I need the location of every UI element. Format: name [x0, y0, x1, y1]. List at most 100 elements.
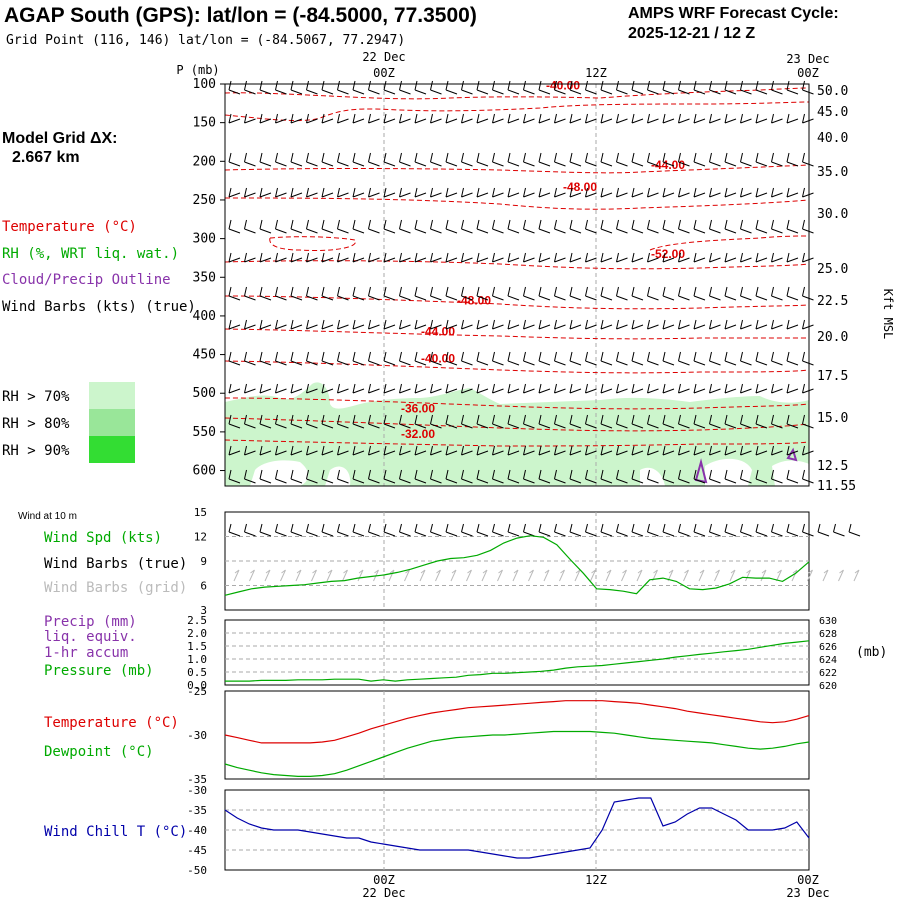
- sfc-wind-barb-grid: [760, 569, 767, 582]
- profile-wind-barb: [476, 469, 489, 484]
- profile-wind-barb: [693, 469, 706, 484]
- profile-wind-barb: [414, 351, 427, 366]
- profile-wind-barb: [523, 319, 535, 330]
- profile-wind-barb: [476, 187, 489, 198]
- profile-wind-barb: [724, 80, 737, 95]
- height-tick-label: 22.5: [817, 294, 848, 309]
- profile-wind-barb: [724, 187, 737, 198]
- panel-tick-label: 0.0: [187, 679, 207, 692]
- profile-wind-barb: [709, 469, 721, 484]
- profile-wind-barb: [352, 383, 365, 394]
- profile-wind-barb: [383, 286, 396, 301]
- rh-gap-5: [772, 460, 809, 486]
- height-tick-label: 50.0: [817, 84, 848, 99]
- profile-wind-barb: [631, 351, 644, 366]
- profile-wind-barb: [678, 113, 690, 124]
- panel-tick-label: 9: [200, 555, 207, 568]
- height-tick-label: 11.55: [817, 479, 856, 494]
- temperature-contour-label: -48.00: [563, 180, 597, 194]
- profile-wind-barb: [662, 351, 675, 366]
- rh-shading: [225, 382, 809, 486]
- sfc-wind-barb-grid: [559, 569, 565, 582]
- profile-wind-barb: [585, 152, 597, 167]
- contour-line: [224, 328, 809, 340]
- profile-wind-barb: [647, 113, 659, 124]
- profile-wind-barb: [337, 152, 349, 167]
- profile-wind-barb: [275, 445, 287, 456]
- profile-wind-barb: [662, 152, 675, 167]
- bottom-date-2: 23 Dec: [786, 886, 829, 900]
- profile-wind-barb: [228, 286, 241, 301]
- profile-wind-barb: [523, 152, 535, 167]
- profile-wind-barb: [678, 286, 690, 301]
- profile-wind-barb: [321, 383, 334, 394]
- sfc-wind-barb-true: [244, 523, 256, 537]
- profile-wind-barb: [445, 445, 458, 456]
- sfc-wind-barb-grid: [714, 569, 720, 582]
- profile-wind-barb: [569, 351, 582, 366]
- legend-rh90: RH > 90%: [2, 443, 70, 459]
- sfc-wind-barb-grid: [838, 569, 844, 582]
- profile-wind-barb: [414, 319, 427, 330]
- profile-wind-barb: [678, 445, 690, 456]
- panel-tick-label: -35: [187, 804, 207, 817]
- profile-wind-barb: [569, 469, 582, 484]
- profile-wind-barb: [771, 445, 783, 456]
- profile-wind-barb: [414, 445, 427, 456]
- profile-wind-barb: [492, 80, 504, 95]
- sfc-wind-barb-true: [554, 523, 566, 537]
- profile-wind-barb: [616, 351, 628, 366]
- profile-wind-barb: [709, 414, 721, 429]
- profile-wind-barb: [616, 319, 628, 330]
- profile-wind-barb: [662, 286, 675, 301]
- profile-wind-barb: [275, 383, 287, 394]
- top-time-00z-2: 00Z: [797, 66, 819, 80]
- profile-wind-barb: [523, 445, 535, 456]
- profile-wind-barb: [430, 469, 442, 484]
- profile-wind-barb: [259, 219, 272, 234]
- profile-wind-barb: [476, 445, 489, 456]
- sfc-wind-barb-true: [492, 523, 504, 537]
- profile-wind-barb: [631, 445, 644, 456]
- profile-wind-barb: [368, 351, 380, 366]
- pressure-tick-label: 622: [819, 668, 837, 679]
- profile-wind-barb: [368, 414, 380, 429]
- legend-1hr-accum: 1-hr accum: [44, 645, 128, 661]
- profile-wind-barb: [600, 187, 613, 198]
- profile-wind-barb: [306, 414, 318, 429]
- sfc-wind-barb-grid: [481, 569, 488, 582]
- sfc-wind-barb-true: [585, 523, 597, 537]
- profile-wind-barb: [647, 286, 659, 301]
- sfc-wind-barb-grid: [295, 569, 302, 582]
- profile-wind-barb: [352, 414, 365, 429]
- height-tick-label: 20.0: [817, 330, 848, 345]
- profile-wind-barb: [275, 286, 287, 301]
- pressure-line: [225, 640, 810, 682]
- sfc-wind-barb-grid: [745, 569, 751, 582]
- profile-wind-barb: [430, 286, 442, 301]
- profile-wind-barb: [802, 187, 814, 198]
- sfc-wind-barb-grid: [636, 569, 643, 582]
- profile-wind-barb: [492, 152, 504, 167]
- sfc-wind-barb-grid: [497, 569, 503, 582]
- profile-wind-barb: [724, 351, 737, 366]
- height-tick-label: 25.0: [817, 262, 848, 277]
- profile-wind-barb: [306, 152, 318, 167]
- profile-wind-barb: [569, 80, 582, 95]
- profile-wind-barb: [259, 286, 272, 301]
- profile-wind-barb: [616, 445, 628, 456]
- height-tick-label: 17.5: [817, 369, 848, 384]
- top-date-1: 22 Dec: [362, 50, 405, 64]
- profile-wind-barb: [383, 187, 396, 198]
- profile-wind-barb: [461, 469, 473, 484]
- panel-tick-label: 0.5: [187, 666, 207, 679]
- profile-wind-barb: [461, 445, 473, 456]
- precip-pressure-panel: 2.52.01.51.00.50.0 630 628 626 624 622 620: [187, 614, 837, 692]
- profile-wind-barb: [492, 286, 504, 301]
- profile-wind-barb: [600, 252, 613, 263]
- pressure-tick-labels: 100 150 200 250 300 350 400 450 500 550 600: [193, 77, 216, 479]
- sfc-wind-barb-grid: [357, 569, 364, 582]
- profile-wind-barb: [802, 414, 814, 429]
- profile-wind-barb: [523, 286, 535, 301]
- profile-wind-barb: [771, 219, 783, 234]
